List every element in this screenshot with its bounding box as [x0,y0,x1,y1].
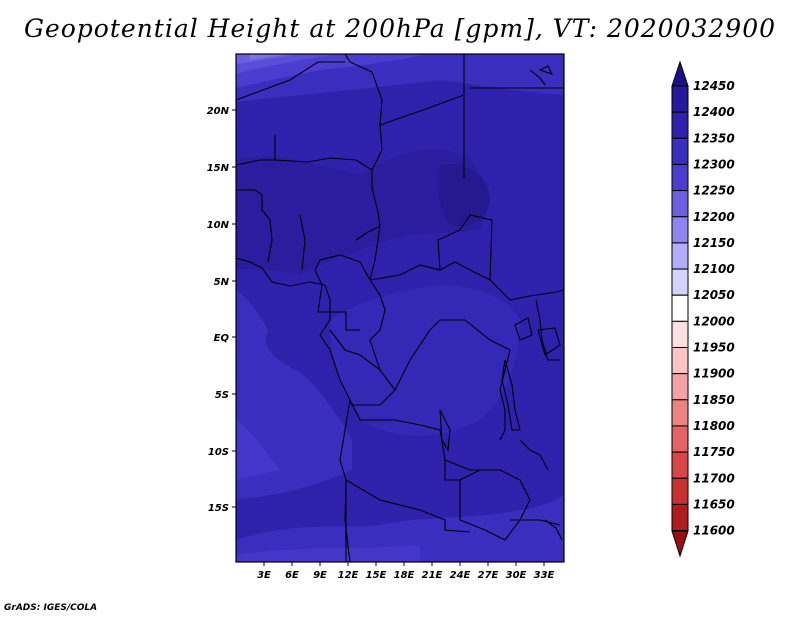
colorbar-label: 12200 [693,210,735,224]
colorbar-cell [671,294,689,322]
colorbar-cell [671,216,689,244]
lon-label: 9E [313,570,327,581]
colorbar-cells [671,85,689,532]
colorbar-label: 11700 [693,471,735,485]
colorbar-label: 11750 [693,445,735,459]
colorbar-cell [671,399,689,427]
colorbar-cell [671,503,689,532]
lon-label: 33E [534,570,555,581]
lat-label: 15S [208,503,229,514]
colorbar-label: 12450 [693,79,735,93]
colorbar-cell [671,137,689,165]
colorbar-cell [671,451,689,479]
colorbar-top-arrow [671,60,689,87]
colorbar-label: 12400 [693,105,735,119]
lat-label: 20N [207,106,230,117]
colorbar-label: 12050 [693,288,735,302]
colorbar-cell [671,425,689,453]
colorbar-cell [671,163,689,192]
colorbar-cell [671,477,689,505]
map-title: Geopotential Height at 200hPa [gpm], VT:… [23,14,777,43]
lon-label: 18E [394,570,415,581]
lon-label: 27E [478,570,499,581]
lon-label: 24E [450,570,471,581]
grads-credit: GrADS: IGES/COLA [4,603,98,613]
colorbar-label: 11850 [693,393,735,407]
lon-axis [263,562,545,566]
lon-label: 30E [506,570,527,581]
colorbar-cell [671,347,689,375]
colorbar-cell [671,85,689,113]
lat-label: 10S [208,447,229,458]
lat-label: 10N [207,220,230,231]
colorbar-label: 11900 [693,367,735,381]
lat-label: EQ [214,333,230,344]
colorbar-label: 12300 [693,157,735,171]
colorbar-cell [671,111,689,139]
colorbar-cell [671,190,689,218]
colorbar-label: 11650 [693,497,735,511]
colorbar-label: 12100 [693,262,735,276]
colorbar-bottom-arrow [671,530,689,558]
colorbar-cell [671,320,689,349]
colorbar-label: 11600 [693,524,735,538]
lon-label: 3E [257,570,271,581]
lon-label: 15E [366,570,387,581]
lon-label: 21E [422,570,443,581]
colorbar: 12450 12400 12350 12300 12250 12200 12150 12100… [671,60,735,558]
lat-label: 5S [215,390,229,401]
colorbar-label: 12350 [693,131,735,145]
map-frame [235,53,565,563]
colorbar-cell [671,373,689,401]
colorbar-label: 11950 [693,341,735,355]
lat-label: 15N [207,163,230,174]
colorbar-label: 12000 [693,314,735,328]
lon-label: 12E [338,570,359,581]
lon-label: 6E [285,570,299,581]
colorbar-cell [671,242,689,270]
colorbar-label: 11800 [693,419,735,433]
colorbar-label: 12250 [693,184,735,198]
country-borders [236,54,564,562]
lat-axis [232,109,236,508]
lat-label: 5N [214,277,230,288]
colorbar-cell [671,268,689,296]
colorbar-label: 12150 [693,236,735,250]
height-field [236,54,564,562]
